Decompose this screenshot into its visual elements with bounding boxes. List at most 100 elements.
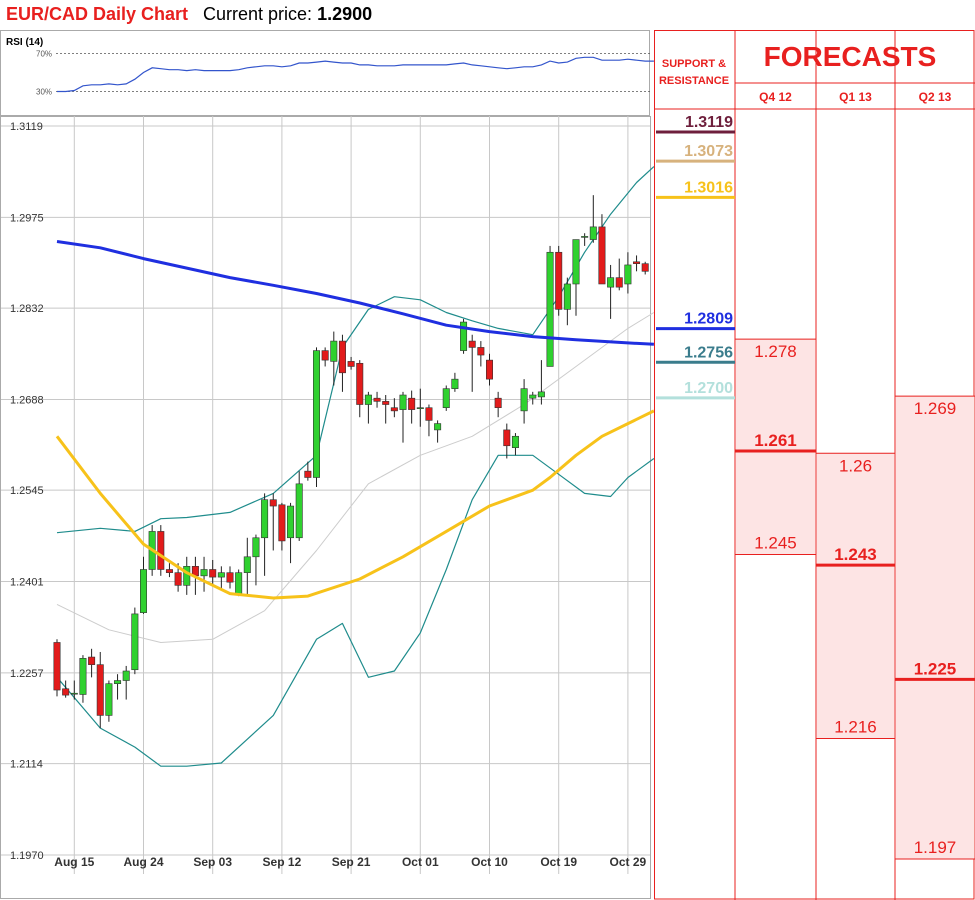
candle-body (607, 277, 615, 288)
candle-body (641, 263, 649, 272)
candle-body (434, 423, 442, 431)
support-resistance-header: SUPPORT & (662, 58, 726, 70)
candle-body (485, 359, 493, 380)
candle-body (295, 483, 303, 539)
sr-level-label: 1.3016 (684, 179, 733, 196)
candle-body (235, 572, 243, 596)
candle-body (425, 407, 433, 421)
rsi-level-label: 30% (36, 88, 52, 97)
forecast-low-label: 1.216 (834, 717, 877, 736)
candle-body (390, 407, 398, 412)
chart-title: EUR/CAD Daily Chart (6, 4, 189, 24)
candle-body (399, 394, 407, 410)
chart-header: EUR/CAD Daily Chart Current price: 1.290… (0, 0, 650, 30)
candle-body (165, 569, 173, 573)
candle-body (70, 692, 78, 695)
candle-body (520, 388, 528, 412)
candle-body (321, 350, 329, 361)
candle-body (53, 642, 61, 691)
candle-body (529, 394, 537, 399)
forecast-high-label: 1.26 (839, 456, 872, 475)
candle-body (105, 683, 113, 716)
candle-body (494, 397, 502, 409)
forecast-column-label: Q1 13 (839, 90, 872, 104)
y-tick-label: 1.2257 (10, 668, 44, 680)
x-tick-label: Oct 10 (471, 855, 508, 869)
candle-body (563, 283, 571, 310)
bollinger-middle-band (56, 312, 655, 643)
candle-body (581, 236, 589, 238)
forecast-column-label: Q2 13 (919, 90, 952, 104)
candle-body (338, 340, 346, 374)
candle-body (451, 378, 459, 389)
sr-level-label: 1.2756 (684, 344, 733, 361)
forecasts-title: FORECASTS (764, 41, 937, 72)
x-tick-label: Sep 12 (263, 855, 302, 869)
forecast-low-label: 1.197 (914, 838, 957, 857)
candle-body (131, 613, 139, 671)
rsi-level-label: 70% (36, 50, 52, 59)
candle-body (114, 680, 122, 684)
candle-body (217, 572, 225, 578)
forecast-column-label: Q4 12 (759, 90, 792, 104)
candle-body (624, 264, 632, 285)
candle-body (511, 435, 519, 448)
price-panel-frame (0, 116, 651, 899)
candle-body (555, 251, 563, 310)
candle-body (226, 572, 234, 583)
candle-body (382, 401, 390, 405)
x-tick-label: Aug 24 (123, 855, 163, 869)
candle-body (157, 531, 165, 570)
forecast-low-label: 1.245 (754, 533, 797, 552)
candle-body (330, 340, 338, 362)
candle-body (442, 388, 450, 409)
candle-body (373, 397, 381, 402)
sr-level-label: 1.2700 (684, 380, 733, 397)
x-tick-label: Oct 29 (610, 855, 647, 869)
y-tick-label: 1.2114 (10, 759, 43, 771)
forecast-table: SUPPORT & RESISTANCE FORECASTS Q4 12 Q1 13 Q2… (654, 30, 975, 900)
candle-body (408, 397, 416, 410)
candle-body (200, 569, 208, 577)
candle-body (252, 537, 260, 558)
y-tick-label: 1.2545 (10, 485, 44, 497)
y-tick-label: 1.1970 (10, 850, 44, 862)
x-tick-label: Sep 21 (332, 855, 371, 869)
y-tick-label: 1.3119 (10, 121, 43, 133)
current-price-value: 1.2900 (317, 4, 373, 24)
candle-body (364, 394, 372, 405)
candle-body (278, 504, 286, 542)
y-tick-label: 1.2975 (10, 212, 44, 224)
bollinger-lower-band (56, 454, 655, 767)
candle-body (615, 277, 623, 288)
candle-body (269, 499, 277, 507)
candle-body (633, 261, 641, 264)
candle-body (416, 407, 424, 410)
candle-body (503, 429, 511, 447)
candle-body (79, 658, 87, 695)
forecast-range-fill (896, 396, 974, 859)
forecast-high-label: 1.278 (754, 342, 797, 361)
candle-body (477, 347, 485, 356)
forecast-high-label: 1.269 (914, 399, 957, 418)
forecast-range-fill (736, 339, 815, 555)
forecast-mid-label: 1.261 (754, 431, 797, 450)
forecast-mid-label: 1.225 (914, 659, 957, 678)
candle-body (460, 321, 468, 351)
x-tick-label: Oct 19 (540, 855, 577, 869)
x-tick-label: Oct 01 (402, 855, 439, 869)
rsi-label: RSI (14) (6, 37, 43, 48)
y-tick-label: 1.2401 (10, 577, 44, 589)
candles-group (53, 195, 649, 729)
candle-body (261, 499, 269, 539)
candle-body (304, 470, 312, 478)
current-price: Current price: 1.2900 (203, 4, 372, 25)
candle-body (122, 670, 130, 681)
rsi-line (57, 56, 654, 93)
candle-body (88, 656, 96, 665)
candle-body (243, 556, 251, 573)
current-price-label: Current price: (203, 4, 313, 24)
candle-body (546, 251, 554, 367)
forecast-mid-label: 1.243 (834, 545, 877, 564)
